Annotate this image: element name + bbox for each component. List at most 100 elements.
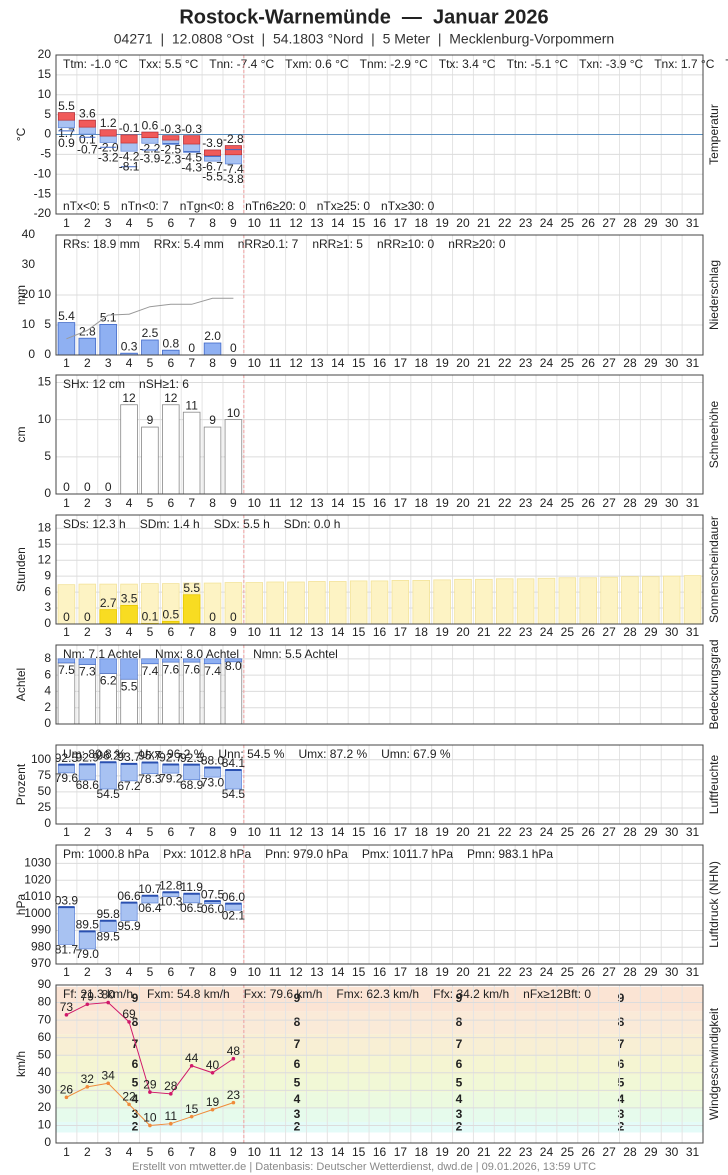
value-label: 10.7 [138,882,162,896]
x-tick-label: 3 [105,216,112,230]
wind-point [106,1081,110,1086]
y-tick-label: 0 [44,347,51,361]
summary-stat: nRR≥1: 5 [312,237,363,251]
value-label: 0.9 [58,136,75,150]
y-tick-label: 5 [44,317,51,331]
value-label: 84.1 [222,756,246,770]
range-cap [57,112,75,121]
bar-cap [57,658,76,664]
value-label: 2.0 [204,329,221,343]
x-tick-label: 13 [310,965,324,979]
summary-stat: nRR≥20: 0 [448,237,506,251]
x-tick-label: 3 [105,496,112,510]
x-tick-label: 21 [477,625,491,639]
bar [245,582,264,625]
beaufort-band [56,986,703,1012]
value-label: -3.9 [202,136,223,150]
value-label: 0 [230,341,237,355]
x-tick-label: 26 [582,825,596,839]
x-tick-label: 26 [582,965,596,979]
summary-stat: SDn: 0.0 h [284,517,341,531]
x-tick-label: 1 [63,625,70,639]
x-tick-label: 30 [665,356,679,370]
plot-frame [55,374,704,495]
summary-stat: Ttm: -1.0 °C [63,57,128,71]
x-tick-label: 16 [373,496,387,510]
x-tick-label: 12 [289,496,303,510]
y-axis-label: hPa [14,894,28,916]
y-tick-label: 10 [38,1118,52,1132]
summary-stat: Tnn: -7.4 °C [209,57,274,71]
value-label: 11 [165,1109,178,1123]
value-label: 0 [63,480,70,494]
beaufort-label: 2 [456,1119,463,1133]
y-tick-label: -10 [34,166,52,180]
x-tick-label: 1 [63,496,70,510]
wind-point [64,1095,69,1100]
x-tick-label: 10 [248,825,262,839]
y-tick-label: 10 [38,412,52,426]
summary-stat: nTx≥25: 0 [317,199,371,213]
bar [516,578,535,625]
x-tick-label: 19 [435,965,449,979]
x-tick-label: 2 [84,965,91,979]
value-label: 8.0 [225,659,242,673]
beaufort-label: 8 [618,1015,625,1029]
value-label: 79.6 [55,771,79,785]
summary-stat: nRR≥10: 0 [377,237,435,251]
x-tick-label: 31 [686,216,700,230]
value-label: 79 [81,989,95,1003]
value-label: -8.1 [119,159,140,173]
beaufort-label: 2 [294,1119,301,1133]
x-tick-label: 25 [561,825,575,839]
x-tick-label: 28 [623,965,637,979]
beaufort-label: 3 [456,1107,463,1121]
x-tick-label: 31 [686,1145,700,1159]
value-label: 73.0 [201,775,225,789]
range-cap [204,149,222,156]
value-label: 3.6 [79,106,96,120]
x-tick-label: 22 [498,496,512,510]
x-tick-label: 15 [352,625,366,639]
beaufort-label: 3 [294,1107,301,1121]
y-tick-label: 20 [38,1100,52,1114]
summary-stat: nTgn<0: 8 [180,199,235,213]
x-tick-label: 17 [394,1145,408,1159]
range-cap [183,135,201,145]
summary-stat: Um: 80.8 % [63,747,126,761]
value-label: 69 [122,1007,136,1021]
x-tick-label: 10 [248,216,262,230]
value-label: 10 [143,1111,157,1125]
value-label: 68.9 [180,778,204,792]
summary-stat: Ttx: 3.4 °C [439,57,496,71]
bar [412,580,430,625]
bar [120,404,138,495]
x-tick-label: 15 [352,825,366,839]
x-tick-label: 6 [167,825,174,839]
wind-point [64,1013,69,1017]
x-tick-label: 20 [456,965,470,979]
value-label: 10 [227,406,241,420]
y-tick-label: 25 [38,800,52,814]
x-tick-label: 13 [310,356,324,370]
x-tick-label: 12 [289,1145,303,1159]
wind-point [148,1090,152,1094]
side-label: Temperatur [707,104,721,165]
value-label: 44 [185,1051,199,1065]
summary-stat: Ffx: 34.2 km/h [433,987,509,1001]
value-label: -3.9 [140,151,161,165]
x-tick-label: 18 [415,1145,429,1159]
bar [182,594,201,625]
summary-stat: SDm: 1.4 h [140,517,200,531]
x-tick-label: 31 [686,825,700,839]
y2-tick-label: 20 [22,287,36,301]
beaufort-label: 5 [618,1075,625,1089]
y-tick-label: 970 [31,956,51,970]
x-tick-label: 12 [289,356,303,370]
wind-point [210,1107,215,1112]
summary-stat: Umx: 87.2 % [298,747,367,761]
value-label: 7.6 [183,662,200,676]
y-tick-label: 980 [31,939,51,953]
value-label: 89.5 [96,929,120,943]
